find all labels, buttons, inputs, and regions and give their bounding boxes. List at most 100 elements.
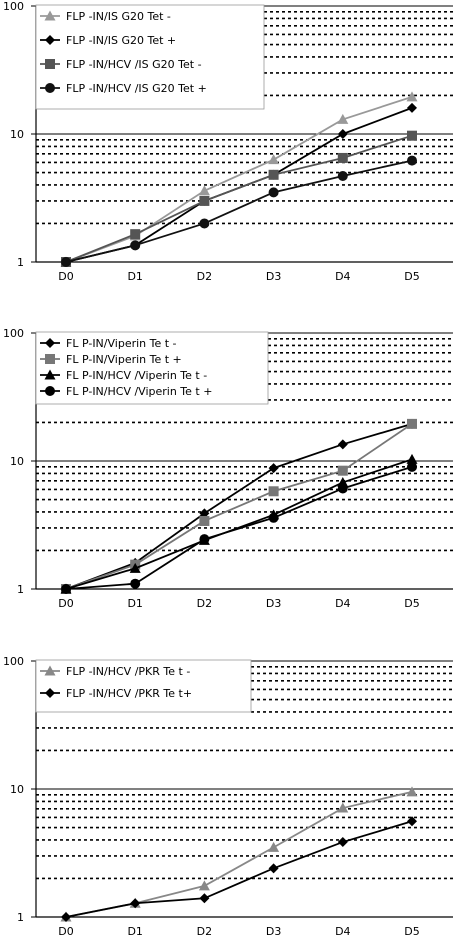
- y-tick-label: 10: [10, 455, 24, 468]
- x-tick-label: D4: [335, 597, 350, 610]
- marker-diamond: [130, 898, 141, 909]
- x-tick-label: D0: [58, 925, 73, 938]
- x-tick-label: D3: [266, 597, 281, 610]
- series-line: [65, 790, 413, 918]
- marker-circle: [61, 584, 71, 594]
- marker-circle: [268, 187, 279, 198]
- legend-label: FL P-IN/Viperin Te t -: [66, 337, 177, 350]
- x-tick-label: D4: [335, 270, 350, 283]
- marker-triangle: [268, 154, 280, 165]
- chart-3: 1 10 100 D0 D1 D2 D3 D4 D5 FLP -IN/HCV /PKR Te t …: [3, 655, 453, 938]
- x-tick-label: D5: [404, 925, 419, 938]
- marker-triangle: [337, 802, 349, 813]
- series-1: [60, 786, 418, 922]
- marker-square: [45, 354, 55, 364]
- marker-triangle: [406, 91, 418, 102]
- marker-square: [407, 130, 417, 141]
- marker-circle: [130, 240, 141, 251]
- y-tick-label: 100: [3, 0, 24, 13]
- marker-triangle: [406, 786, 418, 797]
- series-2: [61, 418, 417, 594]
- marker-square: [199, 195, 210, 206]
- y-tick-label: 1: [17, 911, 24, 924]
- x-tick-label: D0: [58, 270, 73, 283]
- marker-diamond: [45, 338, 55, 348]
- series-3: [61, 130, 417, 267]
- x-tick-label: D2: [197, 597, 212, 610]
- marker-square: [130, 229, 141, 240]
- marker-circle: [130, 578, 141, 589]
- marker-triangle: [129, 562, 141, 573]
- marker-diamond: [199, 893, 210, 904]
- marker-circle: [45, 386, 55, 396]
- marker-triangle: [268, 841, 280, 852]
- x-tick-label: D5: [404, 597, 419, 610]
- legend-label: FLP -IN/IS G20 Tet +: [66, 34, 176, 47]
- marker-diamond: [337, 439, 348, 450]
- x-tick-label: D2: [197, 925, 212, 938]
- marker-triangle: [337, 113, 349, 124]
- y-tick-label: 10: [10, 128, 24, 141]
- x-tick-label: D1: [127, 270, 142, 283]
- legend-box: [35, 331, 269, 405]
- marker-diamond: [268, 463, 279, 474]
- marker-circle: [337, 483, 348, 494]
- x-tick-label: D3: [266, 270, 281, 283]
- legend-label: FL P-IN/HCV /Viperin Te t -: [66, 369, 207, 382]
- marker-triangle: [44, 665, 56, 676]
- marker-square: [268, 169, 279, 180]
- y-tick-label: 1: [17, 256, 24, 269]
- marker-circle: [407, 461, 417, 472]
- x-tick-label: D5: [404, 270, 419, 283]
- marker-diamond: [407, 102, 417, 113]
- marker-circle: [199, 534, 210, 545]
- marker-diamond: [199, 508, 210, 519]
- marker-diamond: [407, 816, 417, 827]
- series-2: [61, 816, 417, 922]
- marker-square: [407, 418, 417, 429]
- x-tick-label: D4: [335, 925, 350, 938]
- series-4: [61, 155, 417, 267]
- marker-circle: [199, 218, 210, 229]
- marker-diamond: [61, 912, 71, 922]
- legend-label: FLP -IN/HCV /PKR Te t+: [66, 687, 192, 700]
- series-1: [60, 91, 418, 267]
- series-line: [65, 465, 413, 590]
- x-tick-label: D2: [197, 270, 212, 283]
- marker-diamond: [268, 863, 279, 874]
- x-tick-label: D1: [127, 925, 142, 938]
- y-tick-label: 10: [10, 783, 24, 796]
- series-4: [61, 461, 417, 594]
- series-line: [65, 134, 413, 263]
- chart-2: 1 10 100 D0 D1 D2 D3 D4 D5 FL P-IN/Viperin Te t -…: [3, 327, 453, 610]
- marker-circle: [45, 83, 55, 93]
- legend-label: FLP -IN/HCV /PKR Te t -: [66, 665, 190, 678]
- x-tick-label: D0: [58, 597, 73, 610]
- y-tick-label: 100: [3, 655, 24, 668]
- series-line: [65, 159, 413, 263]
- chart-1: 1 10 100 D0 D1 D2 D3 D4 D5 FLP -IN/IS G20 Tet - FL…: [3, 0, 453, 283]
- marker-triangle: [198, 880, 210, 891]
- legend-label: FL P-IN/HCV /Viperin Te t +: [66, 385, 212, 398]
- marker-diamond: [337, 837, 348, 848]
- marker-diamond: [337, 129, 348, 139]
- y-tick-label: 1: [17, 583, 24, 596]
- marker-square: [337, 465, 348, 476]
- marker-diamond: [45, 35, 55, 45]
- legend-label: FL P-IN/Viperin Te t +: [66, 353, 182, 366]
- legend-label: FLP -IN/HCV /IS G20 Tet -: [66, 58, 202, 71]
- series-line: [65, 96, 413, 263]
- marker-circle: [407, 155, 417, 166]
- legend-box: [35, 4, 265, 110]
- x-tick-label: D3: [266, 925, 281, 938]
- marker-triangle: [198, 185, 210, 196]
- marker-circle: [61, 257, 71, 267]
- series-line: [65, 423, 413, 590]
- x-tick-label: D1: [127, 597, 142, 610]
- legend-box: [35, 659, 252, 713]
- marker-square: [337, 152, 348, 163]
- marker-circle: [268, 512, 279, 523]
- marker-triangle: [406, 453, 418, 464]
- marker-triangle: [44, 369, 56, 380]
